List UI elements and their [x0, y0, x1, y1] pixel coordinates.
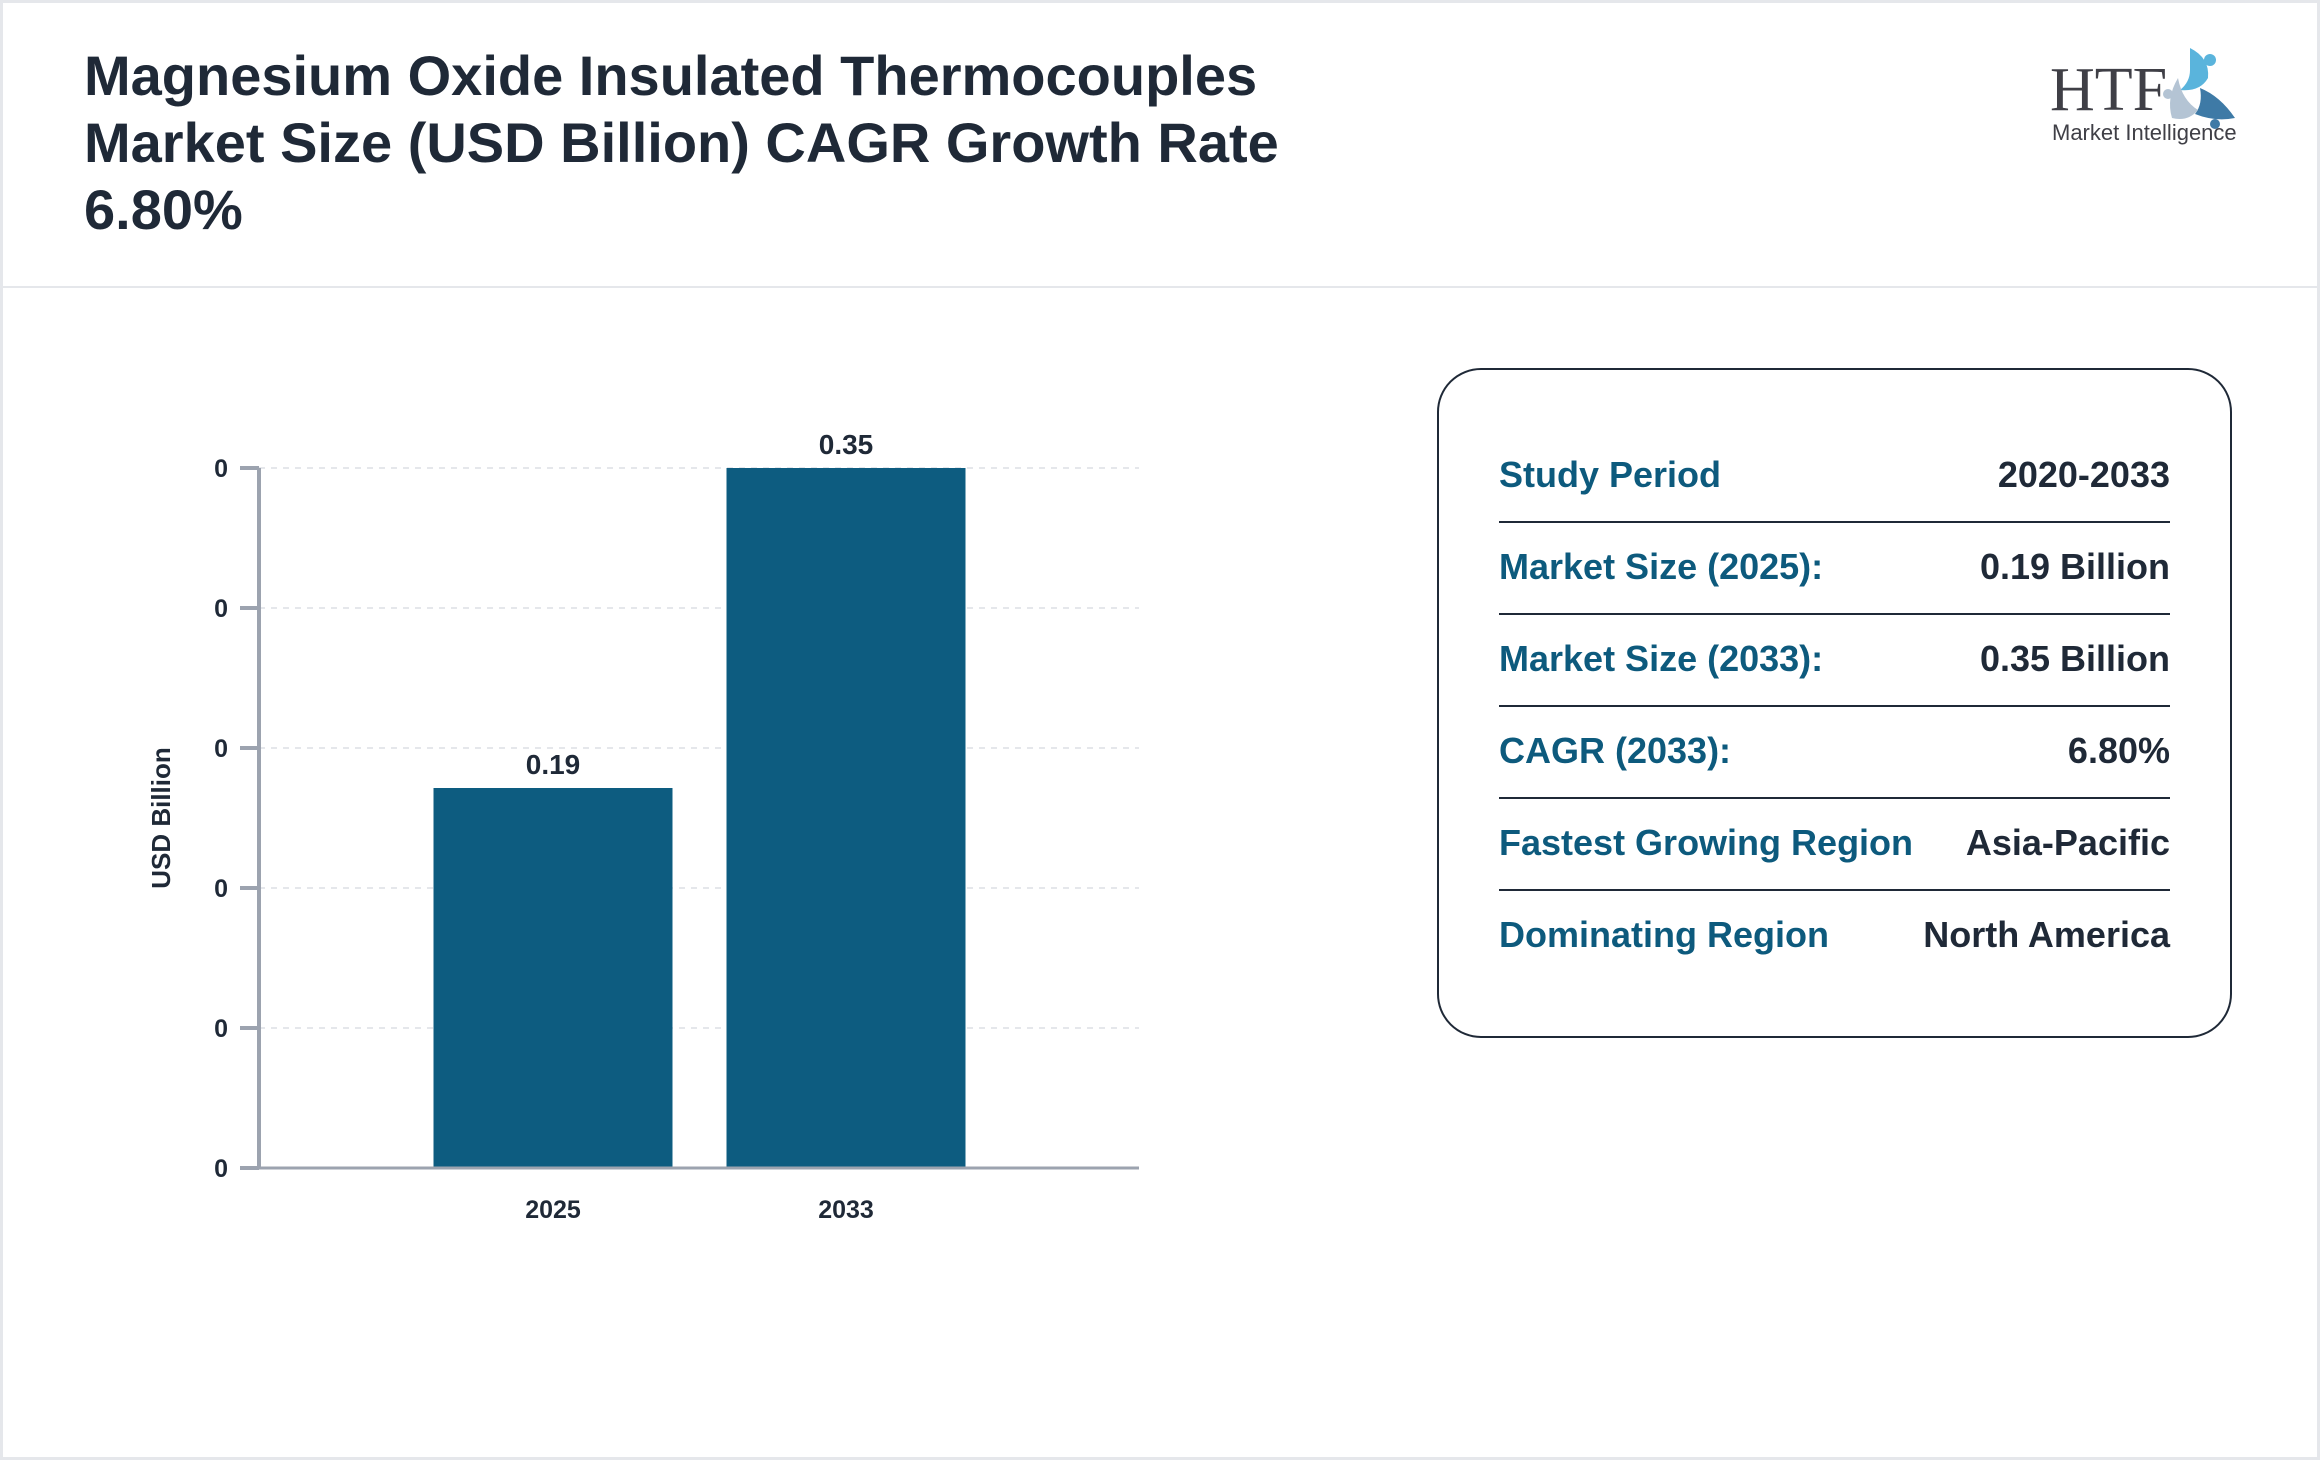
info-value: North America [1923, 914, 2170, 955]
data-label: 0.19 [526, 749, 581, 780]
bar-2025 [433, 788, 673, 1168]
logo-subtext: Market Intelligence [2052, 120, 2237, 145]
info-value: Asia-Pacific [1965, 822, 2170, 863]
logo-text: HTF [2050, 56, 2167, 124]
bar-2033 [726, 468, 966, 1168]
y-axis-label: USD Billion [146, 747, 176, 889]
x-tick-label: 2025 [525, 1196, 581, 1224]
info-row: Fastest Growing Region Asia-Pacific [1499, 797, 2170, 891]
y-tick-label: 0 [214, 875, 228, 903]
x-tick-label: 2033 [818, 1196, 874, 1224]
info-label: Fastest Growing Region [1499, 822, 1914, 863]
y-tick-label: 0 [214, 1155, 228, 1183]
info-value: 2020-2033 [1997, 454, 2170, 495]
y-tick-label: 0 [214, 595, 228, 623]
header: Magnesium Oxide Insulated Thermocouples … [0, 0, 2320, 288]
page-title: Magnesium Oxide Insulated Thermocouples … [84, 44, 1279, 241]
info-value: 0.19 Billion [1979, 546, 2170, 587]
info-card: Study Period 2020-2033 Market Size (2025):… [1437, 368, 2232, 1038]
info-value: 0.35 Billion [1979, 638, 2170, 679]
y-tick-label: 0 [214, 1015, 228, 1043]
info-label: Market Size (2025): [1499, 546, 1824, 587]
info-row: Market Size (2025): 0.19 Billion [1499, 521, 2170, 615]
y-tick-label: 0 [214, 735, 228, 763]
info-row: Dominating Region North America [1499, 889, 2170, 981]
y-tick-label: 0 [214, 455, 228, 483]
info-label: Dominating Region [1499, 914, 1829, 955]
info-value: 6.80% [2067, 730, 2170, 771]
info-label: CAGR (2033): [1499, 730, 1732, 771]
info-label: Study Period [1499, 454, 1722, 495]
data-label: 0.35 [819, 429, 874, 460]
info-row: Study Period 2020-2033 [1499, 429, 2170, 523]
htf-logo: HTF Market Intelligence [2050, 48, 2237, 145]
info-label: Market Size (2033): [1499, 638, 1824, 679]
info-row: Market Size (2033): 0.35 Billion [1499, 613, 2170, 707]
bar-chart: 0.19 2025 0.35 2033 0 0 0 0 0 0 USD Billion [146, 429, 1139, 1224]
info-row: CAGR (2033): 6.80% [1499, 705, 2170, 799]
